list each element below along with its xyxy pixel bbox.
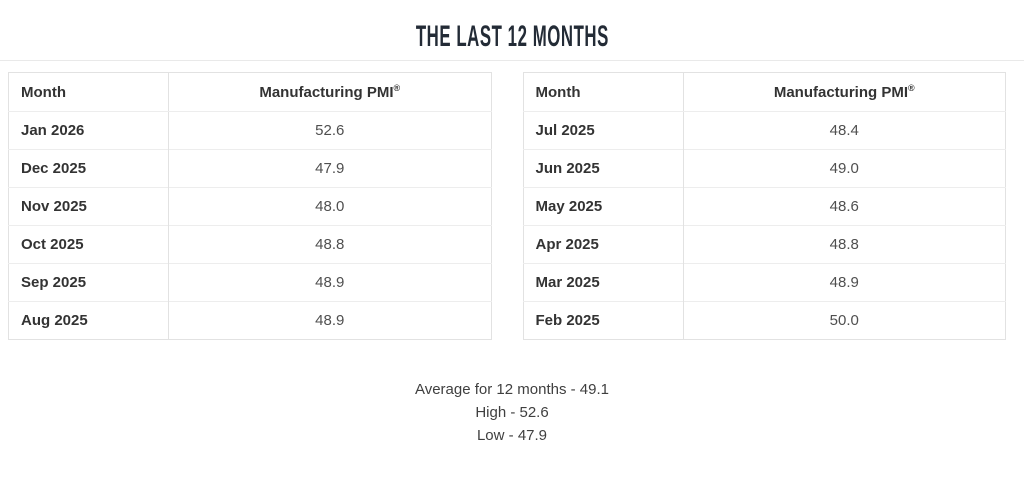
month-cell: Apr 2025 [523,225,683,264]
pmi-cell: 48.4 [682,111,1006,150]
pmi-header-label: Manufacturing PMI [773,84,909,101]
pmi-header-label: Manufacturing PMI [259,84,394,101]
table-row: Jan 2026 52.6 [9,111,491,150]
table-row: Nov 2025 48.0 [8,187,491,226]
table-row: Apr 2025 48.8 [523,225,1006,264]
pmi-cell: 48.9 [682,263,1006,302]
month-cell: Oct 2025 [8,225,169,264]
summary-high: High - 52.6 [475,404,549,421]
pmi-cell: 49.0 [682,149,1006,188]
table-header-row: Month Manufacturing PMI® [523,72,1006,112]
pmi-cell: 48.9 [168,301,491,340]
month-cell: Jul 2025 [535,122,595,139]
tables-container: Month Manufacturing PMI® Jan 2026 52.6 D… [0,61,1024,340]
month-cell: Sep 2025 [8,263,169,302]
pmi-cell: 47.9 [168,149,491,188]
month-cell: Dec 2025 [8,149,169,188]
table-row: Jul 2025 48.4 [523,111,1006,150]
summary-block: Average for 12 months - 49.1 High - 52.6… [0,378,1024,447]
table-row: Oct 2025 48.8 [8,225,491,264]
pmi-last-12-months-section: THE LAST 12 MONTHS Month Manufacturing P… [0,22,1024,447]
page-title-text: THE LAST 12 MONTHS [415,20,609,53]
pmi-cell: 48.8 [168,225,491,264]
registered-trademark-symbol: ® [908,83,915,93]
table-row: Dec 2025 47.9 [8,149,491,188]
month-cell: Nov 2025 [8,187,169,226]
month-column-header: Month [8,72,169,112]
month-cell: Jun 2025 [523,149,683,188]
pmi-cell: 48.0 [168,187,491,226]
month-cell: Feb 2025 [523,301,683,340]
page-title: THE LAST 12 MONTHS [0,22,1024,52]
summary-average: Average for 12 months - 49.1 [414,381,609,398]
pmi-column-header: Manufacturing PMI® [682,72,1006,112]
table-row: Aug 2025 48.9 [8,301,491,340]
title-divider [0,60,1024,61]
month-column-header: Month [523,72,683,112]
table-row: Jun 2025 49.0 [523,149,1006,188]
pmi-cell: 48.8 [682,225,1006,264]
table-row: Feb 2025 50.0 [523,301,1006,340]
pmi-cell: 50.0 [682,301,1006,340]
summary-low: Low - 47.9 [476,427,548,444]
table-row: Mar 2025 48.9 [523,263,1006,302]
month-cell: Jan 2026 [21,122,85,139]
pmi-table-right: Month Manufacturing PMI® Jul 2025 48.4 J… [522,72,1006,340]
table-header-row: Month Manufacturing PMI® [8,72,491,112]
pmi-column-header: Manufacturing PMI® [168,72,491,112]
month-cell: May 2025 [523,187,683,226]
pmi-table-left: Month Manufacturing PMI® Jan 2026 52.6 D… [8,72,492,340]
month-cell: Aug 2025 [8,301,169,340]
registered-trademark-symbol: ® [393,83,401,93]
month-cell: Mar 2025 [523,263,683,302]
table-row: May 2025 48.6 [523,187,1006,226]
table-row: Sep 2025 48.9 [8,263,491,302]
pmi-cell: 48.9 [168,263,491,302]
pmi-cell: 48.6 [682,187,1006,226]
pmi-cell: 52.6 [168,111,491,150]
